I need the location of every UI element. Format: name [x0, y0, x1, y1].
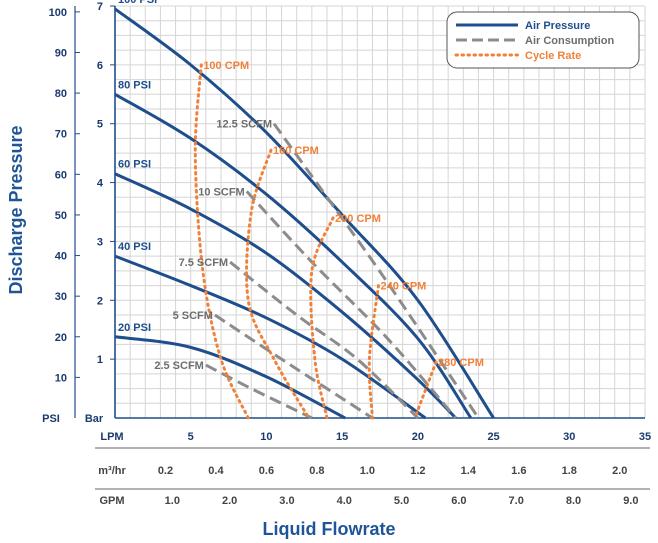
air-pressure-label: 60 PSI: [118, 159, 151, 171]
m3hr-tick-label: 0.6: [259, 465, 274, 477]
cycle-rate-label: 240 CPM: [380, 281, 426, 293]
bar-tick-label: 2: [97, 295, 103, 307]
x-axis-title: Liquid Flowrate: [263, 519, 396, 539]
m3hr-tick-label: 1.6: [511, 465, 526, 477]
air-consumption-line-10-scfm: [245, 190, 457, 419]
cycle-rate-line-100-cpm: [193, 63, 250, 420]
lpm-tick-label: 35: [639, 431, 651, 443]
ticks: 1 2 3 4 5 6 7 10 20 30 40 50 60 70 80 90 100 PSI Bar LPM 5 10…: [42, 1, 651, 507]
psi-tick-label: 60: [55, 169, 67, 181]
gpm-tick-label: 4.0: [337, 495, 352, 507]
bar-tick-label: 4: [97, 178, 104, 190]
gpm-tick-label: 9.0: [623, 495, 638, 507]
legend-entry-label: Cycle Rate: [525, 50, 581, 62]
m3hr-tick-label: 1.4: [461, 465, 477, 477]
psi-tick-label: 70: [55, 129, 67, 141]
air-consumption-label: 5 SCFM: [173, 310, 213, 322]
gpm-tick-label: 6.0: [451, 495, 466, 507]
psi-tick-label: 100: [49, 7, 67, 19]
bar-tick-label: 7: [97, 1, 103, 13]
gpm-tick-label: 3.0: [279, 495, 294, 507]
cycle-rate-line-200-cpm: [309, 216, 335, 420]
psi-unit-label: PSI: [42, 413, 60, 425]
bar-tick-label: 6: [97, 60, 103, 72]
cycle-rate-label: 200 CPM: [335, 213, 381, 225]
lpm-tick-label: 30: [563, 431, 575, 443]
air-pressure-label: 80 PSI: [118, 79, 151, 91]
m3hr-tick-label: 0.8: [309, 465, 324, 477]
bar-tick-label: 3: [97, 236, 103, 248]
y-axis-title: Discharge Pressure: [6, 125, 26, 294]
curve-labels: 100 PSI 80 PSI 60 PSI 40 PSI 20 PSI 12.5 SCFM…: [118, 0, 484, 372]
lpm-tick-label: 15: [336, 431, 348, 443]
gpm-unit-label: GPM: [99, 495, 124, 507]
psi-tick-label: 40: [55, 251, 67, 263]
air-pressure-line-20-psi: [114, 335, 346, 420]
legend: Air Pressure Air Consumption Cycle Rate: [446, 11, 640, 69]
lpm-tick-label: 20: [412, 431, 424, 443]
air-consumption-line-5-scfm: [214, 313, 374, 420]
gpm-tick-label: 7.0: [509, 495, 524, 507]
cycle-rate-label: 280 CPM: [438, 357, 484, 369]
psi-tick-label: 10: [55, 372, 67, 384]
cycle-rate-line-280-cpm: [413, 360, 438, 420]
air-consumption-line-7-5-scfm: [229, 260, 419, 420]
m3hr-tick-label: 1.0: [360, 465, 375, 477]
grid: [114, 5, 646, 419]
bar-tick-label: 1: [97, 354, 103, 366]
air-consumption-label: 12.5 SCFM: [216, 119, 272, 131]
cycle-rate-label: 160 CPM: [273, 145, 319, 157]
axes: [74, 6, 650, 490]
air-pressure-label: 100 PSI: [118, 0, 157, 6]
lpm-unit-label: LPM: [100, 431, 123, 443]
legend-entry-label: Air Consumption: [525, 35, 614, 47]
gpm-tick-label: 8.0: [566, 495, 581, 507]
air-pressure-line-100-psi: [114, 7, 495, 419]
air-pressure-line-60-psi: [114, 172, 457, 420]
gpm-tick-label: 2.0: [222, 495, 237, 507]
air-pressure-label: 20 PSI: [118, 322, 151, 334]
air-pressure-label: 40 PSI: [118, 241, 151, 253]
air-pressure-line-80-psi: [114, 92, 473, 419]
m3hr-tick-label: 0.4: [208, 465, 224, 477]
psi-tick-label: 80: [55, 88, 67, 100]
psi-tick-label: 30: [55, 291, 67, 303]
air-consumption-label: 10 SCFM: [198, 186, 244, 198]
bar-tick-label: 5: [97, 119, 103, 131]
legend-entry-label: Air Pressure: [525, 20, 590, 32]
m3hr-tick-label: 1.2: [410, 465, 425, 477]
curves: [114, 7, 495, 420]
m3hr-tick-label: 1.8: [562, 465, 577, 477]
psi-tick-label: 90: [55, 47, 67, 59]
air-consumption-label: 7.5 SCFM: [179, 257, 229, 269]
psi-tick-label: 20: [55, 332, 67, 344]
gpm-tick-label: 5.0: [394, 495, 409, 507]
air-consumption-label: 2.5 SCFM: [154, 360, 204, 372]
cycle-rate-line-160-cpm: [245, 148, 311, 420]
bar-unit-label: Bar: [85, 413, 104, 425]
gpm-tick-label: 1.0: [165, 495, 180, 507]
lpm-tick-label: 10: [260, 431, 272, 443]
air-pressure-line-40-psi: [114, 254, 427, 420]
air-consumption-line-12-5-scfm: [272, 122, 480, 419]
m3hr-unit-label: m³/hr: [98, 465, 126, 477]
m3hr-tick-label: 0.2: [158, 465, 173, 477]
cycle-rate-label: 100 CPM: [203, 60, 249, 72]
cycle-rate-line-240-cpm: [367, 284, 380, 420]
psi-tick-label: 50: [55, 210, 67, 222]
m3hr-tick-label: 2.0: [612, 465, 627, 477]
lpm-tick-label: 25: [487, 431, 499, 443]
lpm-tick-label: 5: [188, 431, 194, 443]
